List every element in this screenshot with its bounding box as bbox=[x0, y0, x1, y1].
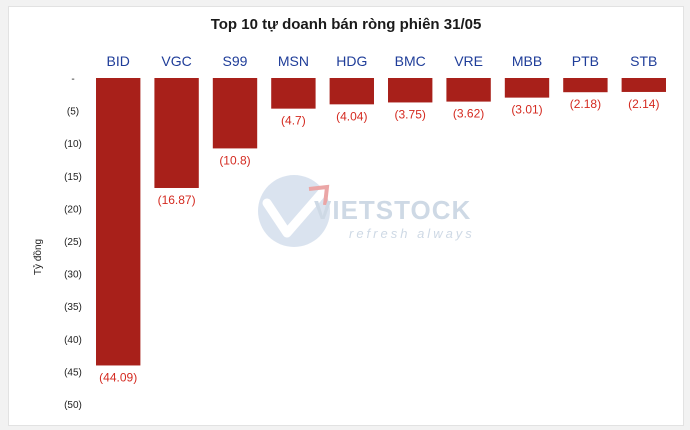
y-tick-label: - bbox=[71, 74, 74, 85]
bar bbox=[154, 78, 199, 188]
category-label: VRE bbox=[454, 53, 483, 69]
bar bbox=[621, 78, 666, 92]
y-axis-label: Tỷ đồng bbox=[32, 239, 44, 275]
category-label: MSN bbox=[278, 53, 309, 69]
data-label: (4.04) bbox=[336, 109, 367, 123]
y-tick-label: (10) bbox=[64, 139, 82, 150]
data-label: (4.7) bbox=[281, 114, 306, 128]
category-label: MBB bbox=[512, 53, 542, 69]
bar bbox=[446, 78, 491, 102]
y-tick-label: (5) bbox=[67, 107, 79, 118]
chart-title: Top 10 tự doanh bán ròng phiên 31/05 bbox=[211, 16, 482, 33]
y-tick-label: (35) bbox=[64, 302, 82, 313]
y-tick-label: (25) bbox=[64, 237, 82, 248]
data-label: (3.75) bbox=[395, 107, 426, 121]
category-label: BID bbox=[107, 53, 130, 69]
chart-frame: Top 10 tự doanh bán ròng phiên 31/05 VIE… bbox=[8, 6, 684, 426]
vietstock-watermark: VIETSTOCK refresh always bbox=[258, 175, 475, 247]
bar bbox=[212, 78, 258, 149]
data-labels: (44.09) (16.87) (10.8) (4.7) (4.04) (3.75) (3.… bbox=[99, 97, 659, 385]
y-axis-ticks: - (5) (10) (15) (20) (25) (30) (35) (40) (45) (50) bbox=[64, 74, 82, 411]
data-label: (2.14) bbox=[628, 97, 659, 111]
category-label: BMC bbox=[395, 53, 426, 69]
y-tick-label: (15) bbox=[64, 172, 82, 183]
y-tick-label: (40) bbox=[64, 335, 82, 346]
data-label: (3.62) bbox=[453, 107, 484, 121]
bar bbox=[504, 78, 550, 98]
bar bbox=[563, 78, 608, 93]
data-label: (44.09) bbox=[99, 370, 137, 384]
bar bbox=[271, 78, 316, 109]
data-label: (10.8) bbox=[219, 153, 250, 167]
y-tick-label: (45) bbox=[64, 367, 82, 378]
data-label: (3.01) bbox=[511, 103, 542, 117]
y-tick-label: (30) bbox=[64, 270, 82, 281]
bar-chart: Top 10 tự doanh bán ròng phiên 31/05 VIE… bbox=[32, 16, 666, 411]
watermark-tagline: refresh always bbox=[349, 226, 475, 241]
bars bbox=[96, 78, 666, 366]
category-label: PTB bbox=[572, 53, 599, 69]
watermark-brand: VIETSTOCK bbox=[314, 195, 471, 225]
bar bbox=[329, 78, 374, 105]
data-label: (2.18) bbox=[570, 97, 601, 111]
y-tick-label: (50) bbox=[64, 400, 82, 411]
bar bbox=[388, 78, 433, 103]
category-label: VGC bbox=[161, 53, 191, 69]
category-label: STB bbox=[630, 53, 657, 69]
y-tick-label: (20) bbox=[64, 204, 82, 215]
bar bbox=[96, 78, 141, 366]
category-label: S99 bbox=[223, 53, 248, 69]
category-label: HDG bbox=[336, 53, 367, 69]
data-label: (16.87) bbox=[158, 193, 196, 207]
vietstock-logo-icon bbox=[258, 175, 332, 247]
category-labels: BID VGC S99 MSN HDG BMC VRE MBB PTB STB bbox=[107, 53, 658, 69]
